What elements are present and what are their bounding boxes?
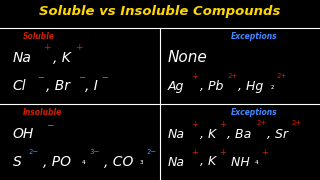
Text: 2−: 2− (29, 149, 39, 155)
Text: , Hg: , Hg (238, 80, 264, 93)
Text: +: + (261, 148, 268, 157)
Text: , CO: , CO (104, 155, 133, 169)
Text: , PO: , PO (43, 155, 71, 169)
Text: Ag: Ag (168, 80, 184, 93)
Text: ₃: ₃ (139, 158, 143, 166)
Text: −: − (78, 73, 85, 82)
Text: Exceptions: Exceptions (230, 108, 277, 117)
Text: +: + (43, 43, 51, 52)
Text: Exceptions: Exceptions (230, 32, 277, 41)
Text: Na: Na (168, 156, 185, 168)
Text: +: + (191, 72, 198, 81)
Text: Na: Na (13, 51, 32, 65)
Text: ₂: ₂ (270, 82, 274, 91)
Text: Soluble vs Insoluble Compounds: Soluble vs Insoluble Compounds (39, 5, 281, 18)
Text: 2+: 2+ (228, 73, 238, 79)
Text: Cl: Cl (13, 79, 27, 93)
Text: 2−: 2− (147, 149, 157, 155)
Text: Na: Na (168, 128, 185, 141)
Text: +: + (75, 43, 83, 52)
Text: , Br: , Br (46, 79, 70, 93)
Text: −: − (37, 73, 44, 82)
Text: 2+: 2+ (291, 120, 301, 126)
Text: −: − (46, 121, 54, 130)
Text: 2+: 2+ (257, 120, 267, 126)
Text: Insoluble: Insoluble (22, 108, 62, 117)
Text: , I: , I (85, 79, 98, 93)
Text: 3−: 3− (89, 149, 99, 155)
Text: +: + (219, 120, 226, 129)
Text: NH: NH (227, 156, 250, 168)
Text: +: + (191, 148, 198, 157)
Text: 2+: 2+ (277, 73, 287, 79)
Text: +: + (219, 148, 226, 157)
Text: , Pb: , Pb (200, 80, 223, 93)
Text: +: + (191, 120, 198, 129)
Text: ₄: ₄ (82, 158, 85, 166)
Text: , K: , K (200, 156, 216, 168)
Text: OH: OH (13, 127, 34, 141)
Text: , Ba: , Ba (227, 128, 252, 141)
Text: S: S (13, 155, 21, 169)
Text: None: None (168, 50, 208, 65)
Text: Soluble: Soluble (22, 32, 54, 41)
Text: , Sr: , Sr (267, 128, 288, 141)
Text: −: − (101, 73, 108, 82)
Text: , K: , K (200, 128, 216, 141)
Text: , K: , K (53, 51, 71, 65)
Text: ₄: ₄ (254, 158, 258, 166)
